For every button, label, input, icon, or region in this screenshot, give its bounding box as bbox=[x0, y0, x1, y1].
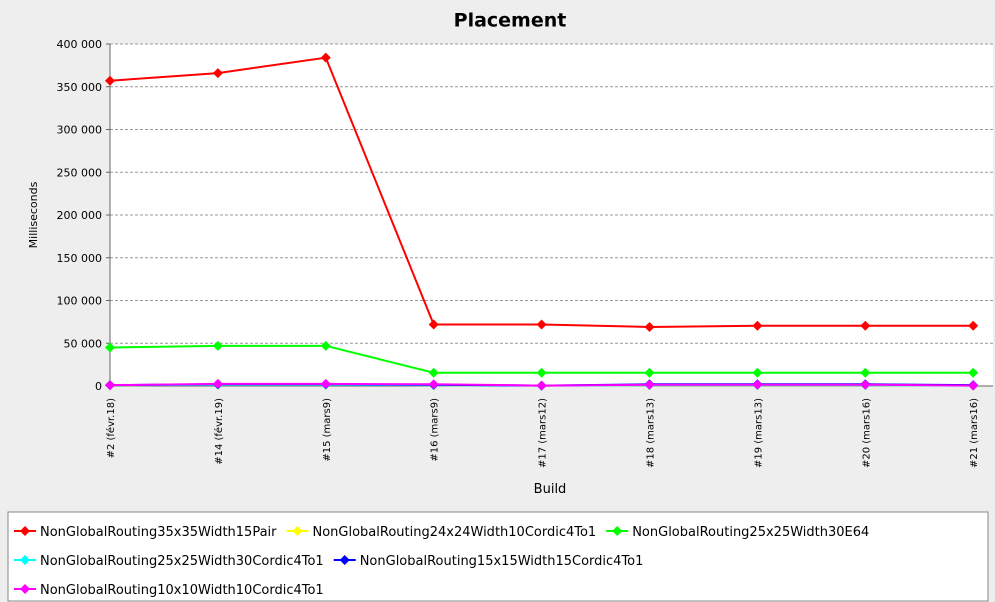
legend-label: NonGlobalRouting10x10Width10Cordic4To1 bbox=[40, 583, 324, 598]
y-axis-label: Milliseconds bbox=[27, 181, 40, 248]
point bbox=[860, 320, 871, 331]
x-tick-label: #21 (mars16) bbox=[969, 398, 980, 468]
chart-title: Placement bbox=[454, 10, 567, 32]
legend-marker bbox=[20, 555, 30, 565]
legend-marker bbox=[612, 526, 623, 536]
y-tick-label: 200 000 bbox=[57, 209, 103, 222]
point bbox=[320, 340, 331, 351]
point bbox=[536, 380, 547, 391]
y-tick-label: 300 000 bbox=[57, 124, 103, 137]
point bbox=[752, 367, 763, 378]
y-tick-label: 250 000 bbox=[57, 166, 103, 179]
legend-marker bbox=[292, 526, 303, 536]
point bbox=[536, 319, 547, 330]
y-tick-label: 150 000 bbox=[57, 252, 103, 265]
legend-marker bbox=[339, 555, 350, 565]
point bbox=[644, 322, 655, 333]
x-tick-label: #15 (mars9) bbox=[322, 398, 333, 462]
y-tick-label: 50 000 bbox=[64, 337, 103, 350]
x-axis-label: Build bbox=[534, 482, 567, 497]
point bbox=[105, 342, 115, 353]
point bbox=[968, 380, 979, 391]
point bbox=[860, 367, 871, 378]
legend-label: NonGlobalRouting15x15Width15Cordic4To1 bbox=[360, 554, 644, 569]
y-tick-label: 400 000 bbox=[57, 38, 103, 51]
x-tick-label: #17 (mars12) bbox=[538, 398, 549, 468]
point bbox=[428, 379, 439, 390]
x-tick-label: #2 (févr.18) bbox=[105, 398, 117, 459]
legend-marker bbox=[20, 584, 30, 594]
point bbox=[105, 380, 115, 391]
x-tick-label: #19 (mars13) bbox=[753, 398, 764, 468]
point bbox=[105, 75, 115, 86]
point bbox=[860, 379, 871, 390]
y-tick-label: 0 bbox=[95, 380, 102, 393]
point bbox=[536, 367, 547, 378]
legend-box bbox=[7, 511, 989, 602]
point bbox=[212, 378, 223, 389]
point bbox=[968, 320, 979, 331]
point bbox=[752, 379, 763, 390]
x-tick-label: #20 (mars16) bbox=[861, 398, 872, 468]
legend-label: NonGlobalRouting25x25Width30Cordic4To1 bbox=[40, 554, 324, 569]
point bbox=[320, 52, 331, 63]
legend-label: NonGlobalRouting35x35Width15Pair bbox=[40, 525, 277, 540]
y-tick-label: 100 000 bbox=[57, 295, 103, 308]
point bbox=[968, 367, 979, 378]
point bbox=[752, 320, 763, 331]
point bbox=[644, 379, 655, 390]
legend-marker bbox=[20, 526, 30, 536]
x-tick-label: #18 (mars13) bbox=[646, 398, 657, 468]
point bbox=[212, 68, 223, 79]
legend-label: NonGlobalRouting25x25Width30E64 bbox=[632, 525, 869, 540]
x-tick-label: #16 (mars9) bbox=[430, 398, 441, 462]
point bbox=[428, 367, 439, 378]
legend-label: NonGlobalRouting24x24Width10Cordic4To1 bbox=[313, 525, 597, 540]
point bbox=[644, 367, 655, 378]
point bbox=[212, 340, 223, 351]
y-tick-label: 350 000 bbox=[57, 81, 103, 94]
x-tick-label: #14 (févr.19) bbox=[213, 398, 225, 465]
point bbox=[320, 378, 331, 389]
point bbox=[428, 319, 439, 330]
